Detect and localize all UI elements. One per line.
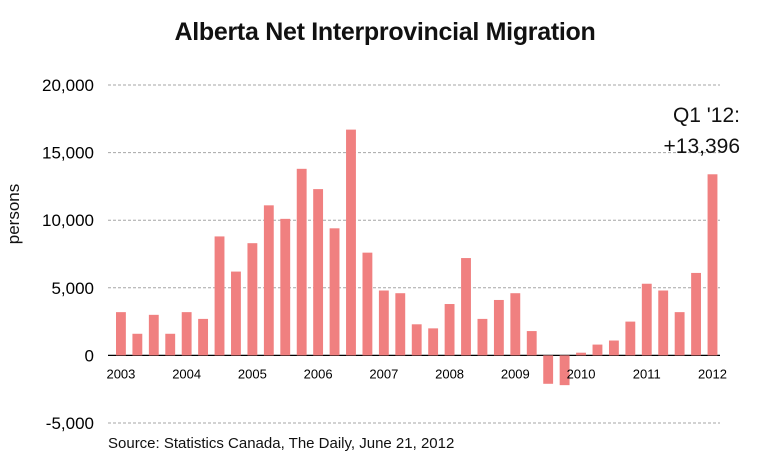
bar: 2011 Q4: 6100: [691, 272, 701, 356]
y-tick-label: 15,000: [42, 144, 94, 163]
bar: 2004 Q3: 8800: [214, 236, 225, 356]
y-tick-label: 10,000: [42, 211, 94, 230]
bar: 2010 Q4: 2500: [625, 321, 636, 356]
annotation-line-2: +13,396: [663, 135, 741, 158]
x-tick-label: 2011: [633, 366, 661, 381]
bar: 2010 Q2: 800: [592, 344, 603, 356]
bar: 2009 Q1: 4600: [510, 293, 521, 356]
bar: 2005 Q2: 11100: [263, 205, 274, 356]
bar: 2010 Q3: 1100: [608, 340, 619, 356]
y-tick-label: 20,000: [42, 76, 94, 95]
bar: 2006 Q3: 16700: [346, 129, 356, 356]
bar: 2003 Q4: 1600: [165, 333, 176, 356]
y-tick-label: 0: [85, 346, 94, 365]
bar: 2005 Q1: 8300: [247, 243, 258, 356]
bar: 2007 Q2: 4600: [395, 293, 406, 356]
x-tick-label: 2010: [567, 366, 596, 381]
x-tick-label: 2003: [106, 366, 135, 381]
bar: 2010 Q1: 200: [576, 352, 586, 356]
x-tick-label: 2004: [172, 366, 201, 381]
bar: 2005 Q4: 13800: [296, 168, 307, 356]
x-tick-label: 2005: [238, 366, 267, 381]
bar: 2008 Q4: 4100: [493, 299, 504, 356]
bar: 2006 Q1: 12300: [313, 189, 324, 356]
bar: 2009 Q3: -2100: [543, 355, 554, 384]
x-tick-label: 2012: [698, 366, 727, 381]
bar: 2009 Q2: 1800: [526, 331, 537, 356]
y-tick-labels: 20,000 15,000 10,000 5,000 0 -5,000: [42, 76, 94, 433]
x-tick-label: 2009: [501, 366, 530, 381]
bar: 2012 Q1: 13396: [707, 174, 718, 356]
bar: 2003 Q3: 3000: [148, 314, 159, 356]
bar: 2007 Q1: 4800: [378, 290, 389, 356]
bar: 2008 Q1: 3800: [444, 304, 455, 356]
source-note: Source: Statistics Canada, The Daily, Ju…: [108, 435, 455, 452]
chart-title: Alberta Net Interprovincial Migration: [174, 18, 596, 46]
y-tick-label: -5,000: [46, 414, 94, 433]
latest-value-annotation: Q1 '12: +13,396: [622, 100, 741, 162]
x-tick-labels: 2003 2004 2005 2006 2007 2008 2009 2010 2011 2012: [106, 366, 726, 381]
bar: 2005 Q3: 10100: [280, 218, 291, 356]
bar: 2009 Q4: -2200: [559, 355, 570, 386]
bar: 2008 Q3: 2700: [477, 318, 488, 356]
bar: 2007 Q4: 2000: [428, 328, 439, 356]
bar: 2003 Q2: 1600: [132, 333, 143, 356]
bar: 2011 Q2: 4800: [658, 290, 669, 356]
annotation-line-1: Q1 '12:: [672, 104, 740, 127]
x-tick-label: 2006: [304, 366, 333, 381]
bar: 2004 Q2: 2700: [198, 318, 209, 356]
x-tick-label: 2007: [369, 366, 398, 381]
bar: 2011 Q1: 5300: [641, 283, 652, 356]
y-tick-label: 5,000: [51, 279, 94, 298]
bar: 2007 Q3: 2300: [411, 324, 422, 356]
x-tick-label: 2008: [435, 366, 464, 381]
bar: 2006 Q2: 9400: [329, 228, 340, 356]
bar: 2006 Q4: 7600: [362, 252, 373, 356]
